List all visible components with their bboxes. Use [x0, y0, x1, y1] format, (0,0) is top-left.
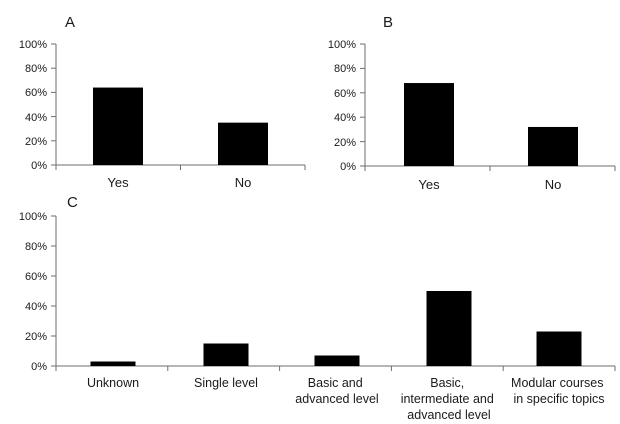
panel-a-bar-0 [93, 87, 143, 165]
panel-b-ytick-40: 40% [334, 112, 356, 124]
panel-c-y-ticks: 100% 80% 60% 40% 20% 0% [19, 211, 47, 373]
panel-a-ytick-100: 100% [19, 39, 47, 51]
panel-b-xlabel-no: No [545, 177, 562, 192]
panel-c-ytick-100: 100% [19, 211, 47, 223]
panel-a-bar-1 [218, 122, 268, 165]
panel-b-ytick-80: 80% [334, 63, 356, 75]
panel-c-xlabel-basic-intermediate-advanced: Basic, intermediate and advanced level [401, 376, 498, 422]
panel-a-xlabel-no: No [235, 175, 252, 190]
panel-c-ytick-20: 20% [25, 331, 47, 343]
panel-b-bar-0 [404, 83, 454, 166]
panel-a-bars [93, 87, 268, 165]
panel-c-bar-2 [314, 355, 360, 366]
panel-b-letter: B [383, 14, 393, 31]
panel-c-xlabel-basic-advanced: Basic and advanced level [295, 376, 378, 406]
panel-a: A 100% 80% 60% 40% 20% 0% Yes No [19, 14, 306, 190]
panel-c-xlabel-bia-line-1: Basic, [430, 376, 464, 390]
panel-c-xlabel-modular-courses: Modular courses in specific topics [511, 376, 607, 406]
panel-c-xlabel-basic-advanced-line-2: advanced level [295, 392, 378, 406]
panel-c-xlabel-bia-line-3: advanced level [407, 408, 490, 422]
panel-c-ytick-80: 80% [25, 241, 47, 253]
panel-b-xlabel-yes: Yes [418, 177, 440, 192]
panel-c-bar-3 [426, 291, 472, 366]
panel-c-xlabel-unknown-line-1: Unknown [87, 376, 139, 390]
panel-a-y-ticks: 100% 80% 60% 40% 20% 0% [19, 39, 47, 172]
panel-c-bar-1 [203, 343, 249, 366]
panel-c-ytick-40: 40% [25, 301, 47, 313]
panel-b-ytick-100: 100% [328, 39, 356, 51]
panel-a-ytick-80: 80% [25, 63, 47, 75]
panel-c-xlabel-modular-line-1: Modular courses [511, 376, 603, 390]
panel-b-ytick-0: 0% [340, 161, 356, 173]
panel-b-ytick-20: 20% [334, 137, 356, 149]
panel-c-ytick-60: 60% [25, 271, 47, 283]
panel-a-ytick-60: 60% [25, 87, 47, 99]
panel-c-xlabel-basic-advanced-line-1: Basic and [308, 376, 363, 390]
panel-a-ytick-40: 40% [25, 112, 47, 124]
panel-b-ytick-60: 60% [334, 88, 356, 100]
panel-c-xlabel-single-level-line-1: Single level [194, 376, 258, 390]
panel-b-bars [404, 83, 578, 166]
panel-a-xlabel-yes: Yes [107, 175, 129, 190]
panel-c-bar-4 [536, 331, 582, 366]
panel-b-bar-1 [528, 126, 578, 166]
panel-c-bars [90, 291, 582, 366]
panel-c-ytick-0: 0% [31, 361, 47, 373]
panel-c-xlabel-unknown: Unknown [87, 376, 139, 390]
panel-b-y-ticks: 100% 80% 60% 40% 20% 0% [328, 39, 356, 173]
panel-c-letter: C [67, 194, 78, 211]
panel-c-xlabel-bia-line-2: intermediate and [401, 392, 494, 406]
panel-a-ytick-20: 20% [25, 136, 47, 148]
panel-c-xlabel-modular-line-2: in specific topics [513, 392, 604, 406]
panel-c: C 100% 80% 60% 40% 20% 0% Unknown Single… [19, 194, 616, 422]
panel-c-xlabel-single-level: Single level [194, 376, 258, 390]
panel-a-ytick-0: 0% [31, 160, 47, 172]
panel-c-bar-0 [90, 361, 136, 366]
panel-c-axes [51, 215, 616, 371]
panel-b: B 100% 80% 60% 40% 20% 0% Yes No [328, 14, 616, 192]
panel-a-letter: A [65, 14, 75, 31]
